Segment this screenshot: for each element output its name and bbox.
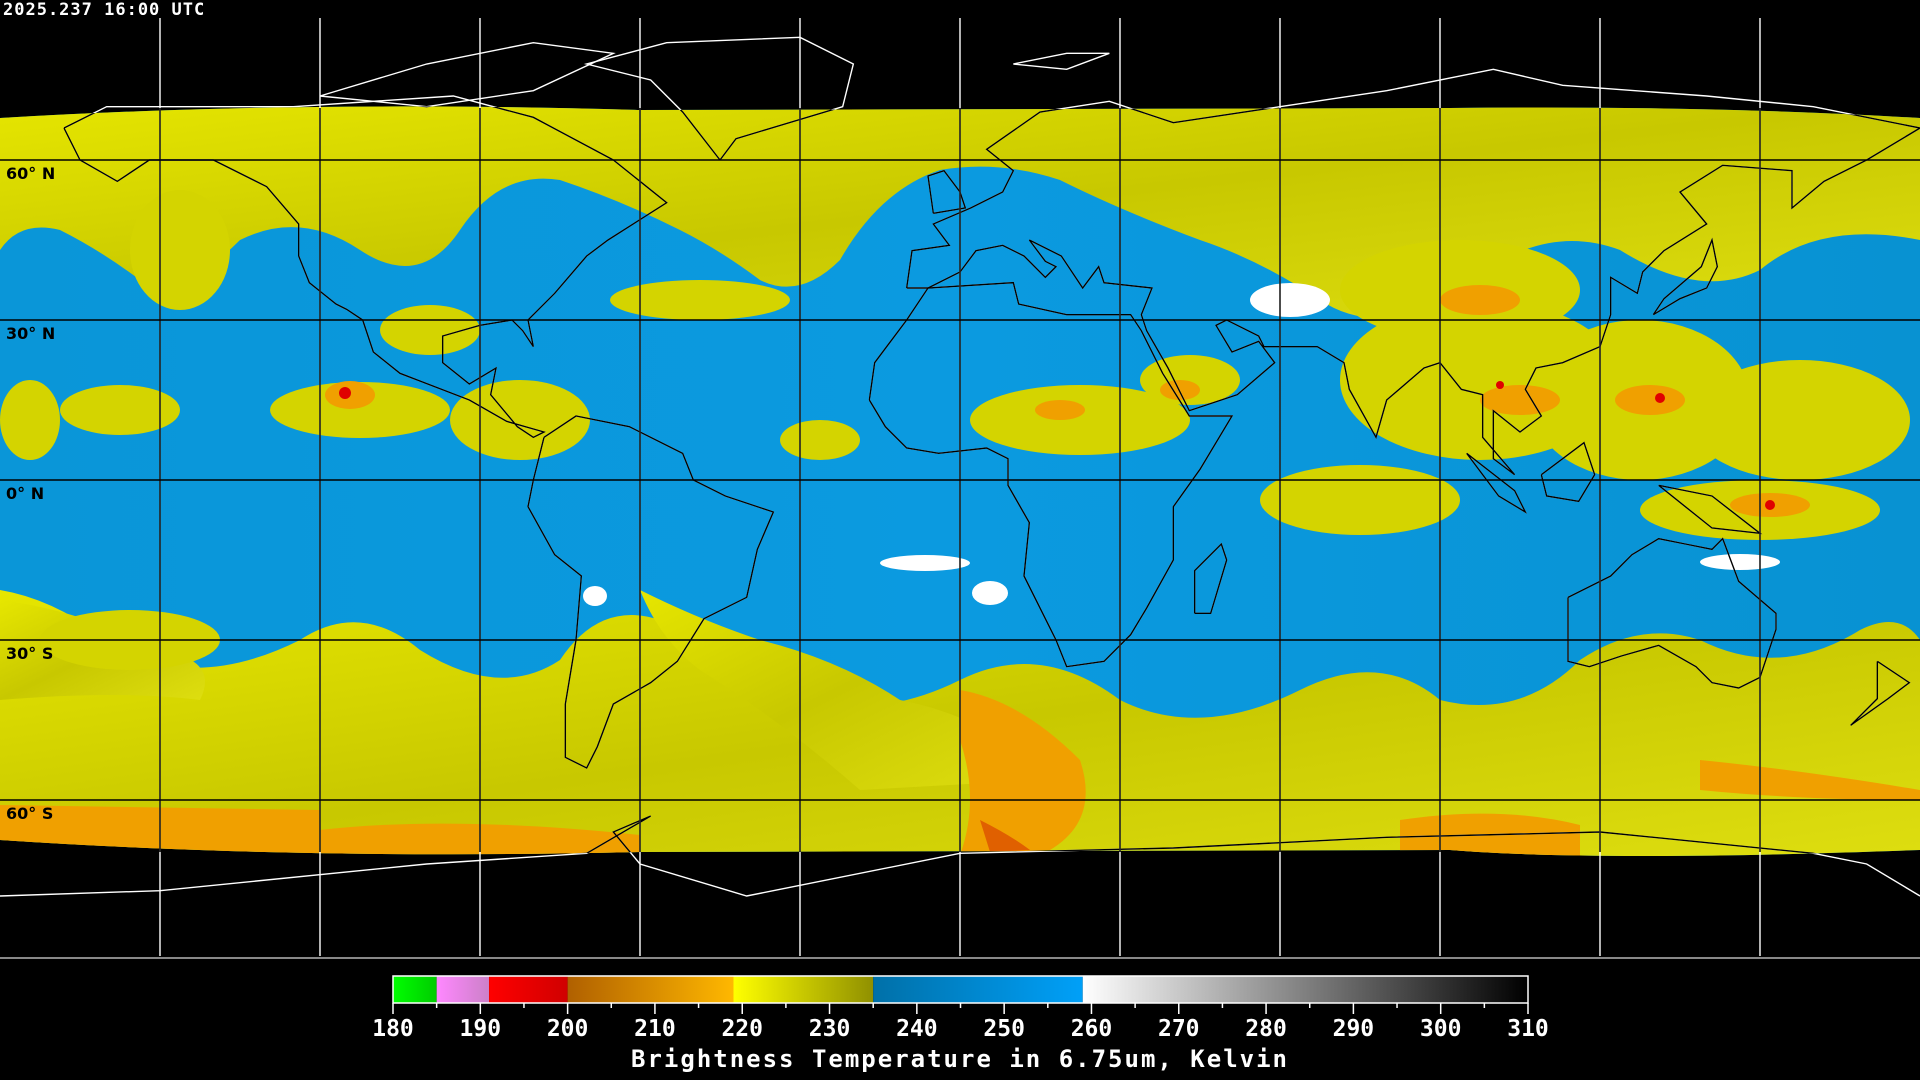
coastline-antarctica bbox=[0, 816, 1920, 896]
coastline-greenland bbox=[587, 37, 854, 160]
coastline-japan bbox=[1653, 240, 1717, 315]
colorbar-segment bbox=[567, 976, 734, 1003]
colorbar-segment bbox=[393, 976, 437, 1003]
coastline-south-america bbox=[528, 416, 773, 768]
lat-label-60s: 60° S bbox=[6, 804, 54, 823]
timestamp: 2025.237 16:00 UTC bbox=[3, 0, 206, 20]
coastline-africa bbox=[869, 283, 1232, 667]
colorbar-tick-label: 270 bbox=[1158, 1016, 1200, 1042]
colorbar-tick-label: 250 bbox=[983, 1016, 1025, 1042]
colorbar-tick-label: 300 bbox=[1420, 1016, 1462, 1042]
colorbar-title: Brightness Temperature in 6.75um, Kelvin bbox=[631, 1045, 1289, 1073]
coastline-australia bbox=[1568, 539, 1776, 688]
coastline-madagascar bbox=[1195, 544, 1227, 613]
colorbar-tick-label: 220 bbox=[721, 1016, 763, 1042]
coastline-borneo bbox=[1541, 443, 1594, 502]
lat-lon-grid bbox=[0, 18, 1920, 956]
colorbar-tick-label: 190 bbox=[460, 1016, 502, 1042]
colorbar-tick-label: 210 bbox=[634, 1016, 676, 1042]
colorbar-tick-label: 280 bbox=[1245, 1016, 1287, 1042]
colorbar-segment bbox=[733, 976, 874, 1003]
colorbar-tick-label: 240 bbox=[896, 1016, 938, 1042]
colorbar-segment bbox=[436, 976, 490, 1003]
coastline-svalbard bbox=[1013, 53, 1109, 69]
coastline-eurasia bbox=[907, 69, 1920, 474]
colorbar-tick-label: 180 bbox=[372, 1016, 414, 1042]
coastline-sumatra bbox=[1467, 453, 1526, 512]
satellite-map bbox=[0, 18, 1920, 959]
colorbar-tick-label: 200 bbox=[547, 1016, 589, 1042]
colorbar-tick-label: 290 bbox=[1333, 1016, 1375, 1042]
colorbar-segment bbox=[1082, 976, 1528, 1003]
lat-label-30s: 30° S bbox=[6, 644, 54, 663]
lat-label-60n: 60° N bbox=[6, 164, 56, 183]
colorbar: 180 190 200 210 220 230 240 250 260 270 280 290 300 3… bbox=[372, 975, 1549, 1042]
colorbar-tick-label: 230 bbox=[809, 1016, 851, 1042]
coastline-arctic-islands bbox=[320, 43, 613, 107]
coastline-new-zealand bbox=[1851, 661, 1910, 725]
colorbar-segment bbox=[873, 976, 1083, 1003]
colorbar-tick-label: 260 bbox=[1071, 1016, 1113, 1042]
coastline-arctic-islands bbox=[320, 43, 613, 107]
colorbar-tick-label: 310 bbox=[1507, 1016, 1549, 1042]
colorbar-segment bbox=[489, 976, 568, 1003]
lat-label-30n: 30° N bbox=[6, 324, 56, 343]
lat-label-0n: 0° N bbox=[6, 484, 45, 503]
